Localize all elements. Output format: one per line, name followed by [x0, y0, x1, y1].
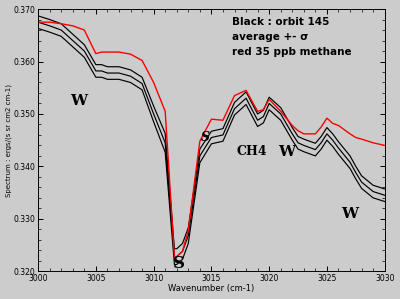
Text: W: W — [278, 145, 295, 159]
X-axis label: Wavenumber (cm-1): Wavenumber (cm-1) — [168, 284, 254, 293]
Text: S: S — [173, 255, 185, 272]
Y-axis label: Spectrum : ergs/(s sr cm2 cm-1): Spectrum : ergs/(s sr cm2 cm-1) — [6, 84, 12, 197]
Text: S: S — [201, 131, 210, 144]
Text: W: W — [342, 207, 358, 221]
Text: W: W — [70, 94, 87, 108]
Text: CH4: CH4 — [236, 145, 267, 158]
Text: Black : orbit 145
average +- σ
red 35 ppb methane: Black : orbit 145 average +- σ red 35 pp… — [232, 17, 352, 57]
